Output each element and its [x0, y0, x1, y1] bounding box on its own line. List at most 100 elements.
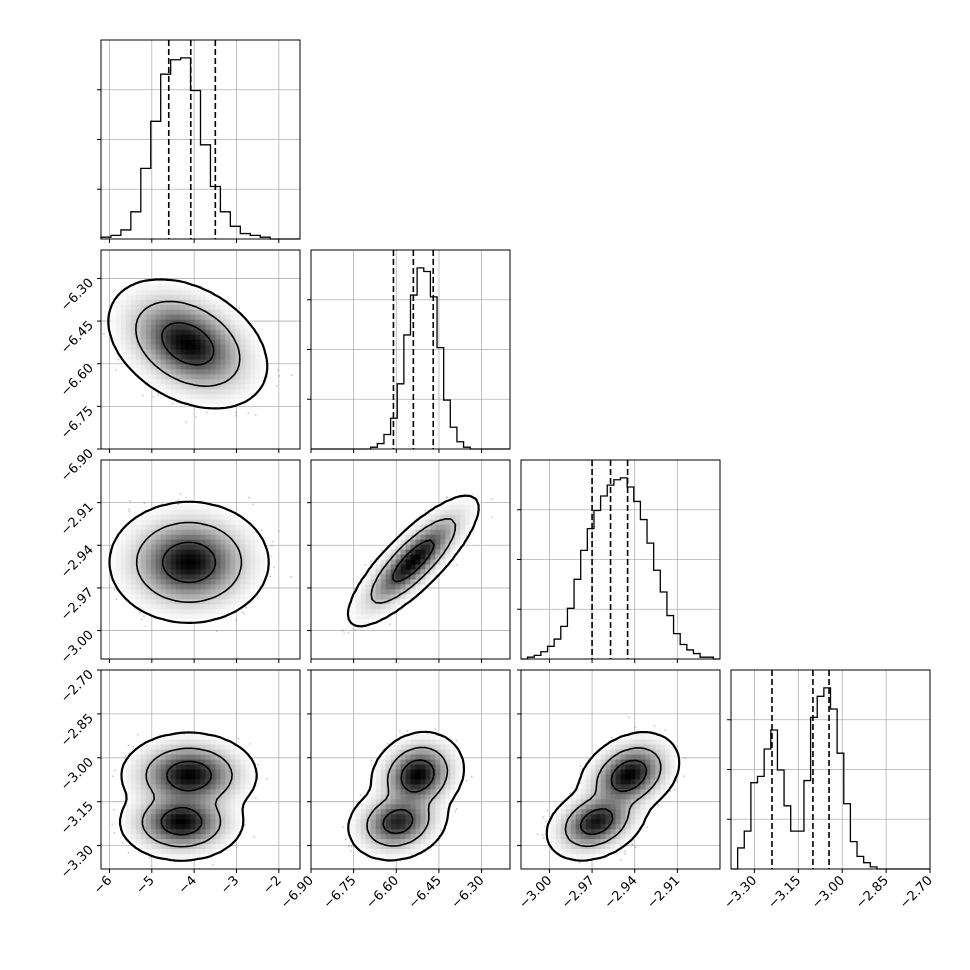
density-cell	[160, 314, 166, 320]
density-cell	[120, 304, 127, 310]
density-cell	[180, 394, 186, 400]
sample-point	[290, 575, 293, 578]
sample-point	[113, 589, 116, 591]
density-cell	[260, 359, 266, 365]
density-cell	[170, 344, 176, 350]
density-cell	[205, 379, 211, 385]
density-cell	[230, 314, 236, 320]
density-cell	[225, 329, 231, 335]
density-cell	[165, 314, 171, 320]
density-cell	[170, 289, 176, 296]
density-cell	[195, 339, 201, 345]
density-cell	[125, 334, 132, 340]
density-cell	[255, 369, 261, 375]
density-cell	[165, 369, 171, 375]
density-cell	[255, 379, 261, 385]
density-cell	[220, 384, 226, 390]
density-cell	[205, 399, 211, 405]
density-cell	[175, 364, 181, 370]
density-cell	[170, 389, 176, 395]
density-cell	[175, 359, 181, 365]
density-cell	[230, 384, 236, 390]
panel-frame	[100, 249, 301, 450]
density-cell	[155, 379, 161, 385]
density-cell	[175, 279, 181, 286]
density-cell	[155, 334, 161, 340]
density-cell	[210, 299, 216, 306]
density-cell	[155, 284, 161, 291]
density-cell	[190, 364, 196, 370]
density-cell	[180, 319, 186, 325]
density-cell	[210, 354, 216, 360]
contour-line	[161, 321, 215, 366]
density-cell	[200, 344, 206, 350]
density-cell	[230, 339, 236, 345]
density-cell	[160, 374, 166, 380]
density-cell	[220, 344, 226, 350]
panel-frame	[100, 39, 301, 240]
density-cell	[110, 314, 117, 320]
density-cell	[175, 329, 181, 335]
density-cell	[145, 294, 152, 301]
sample-point	[271, 540, 274, 543]
density-cell	[190, 324, 196, 330]
density-cell	[170, 359, 176, 365]
density-cell	[245, 354, 251, 360]
sample-point	[277, 530, 280, 532]
density-cell	[165, 284, 171, 291]
density-cell	[255, 344, 261, 350]
density-cell	[225, 309, 231, 315]
sample-point	[248, 496, 250, 499]
density-cell	[120, 289, 127, 296]
density-cell	[170, 294, 176, 301]
density-cell	[170, 394, 176, 400]
density-cell	[155, 349, 161, 355]
density-cell	[250, 389, 256, 395]
density-cell	[140, 284, 147, 291]
density-cell	[185, 334, 191, 340]
density-cell	[205, 304, 211, 310]
density-cell	[205, 389, 211, 395]
density-cell	[230, 349, 236, 355]
density-cell	[130, 314, 137, 320]
density-cell	[125, 354, 132, 360]
panel-frame	[730, 669, 931, 870]
density-cell	[230, 344, 236, 350]
density-cell	[195, 364, 201, 370]
density-cell	[210, 384, 216, 390]
sample-point	[215, 630, 218, 632]
density-cell	[210, 369, 216, 375]
density-cell	[165, 354, 171, 360]
density-cell	[200, 304, 206, 310]
density-cell	[115, 339, 122, 345]
density-cell	[190, 349, 196, 355]
density-cell	[145, 314, 152, 320]
density-cell	[200, 314, 206, 320]
density-cell	[250, 359, 256, 365]
density-cell	[140, 324, 147, 330]
sample-point	[235, 619, 238, 621]
density-cell	[225, 359, 231, 365]
density-cell	[135, 309, 142, 315]
density-cell	[140, 359, 147, 365]
density-cell	[150, 314, 157, 320]
density-cell	[200, 299, 206, 306]
density-cell	[135, 289, 142, 296]
density-cell	[145, 289, 152, 296]
density-cell	[155, 339, 161, 345]
density-cell	[190, 334, 196, 340]
density-cell	[205, 329, 211, 335]
density-cell	[115, 304, 122, 310]
sample-point	[243, 613, 246, 615]
density-cell	[240, 369, 246, 375]
density-cell	[200, 389, 206, 395]
density-cell	[190, 284, 196, 291]
x-axis-ticks	[548, 659, 678, 663]
density-cell	[110, 304, 117, 310]
density-cell	[160, 344, 166, 350]
density-cell	[150, 284, 157, 291]
density-cell	[215, 404, 221, 410]
density-cell	[220, 304, 226, 310]
density-cell	[160, 364, 166, 370]
density-cell	[220, 394, 226, 400]
